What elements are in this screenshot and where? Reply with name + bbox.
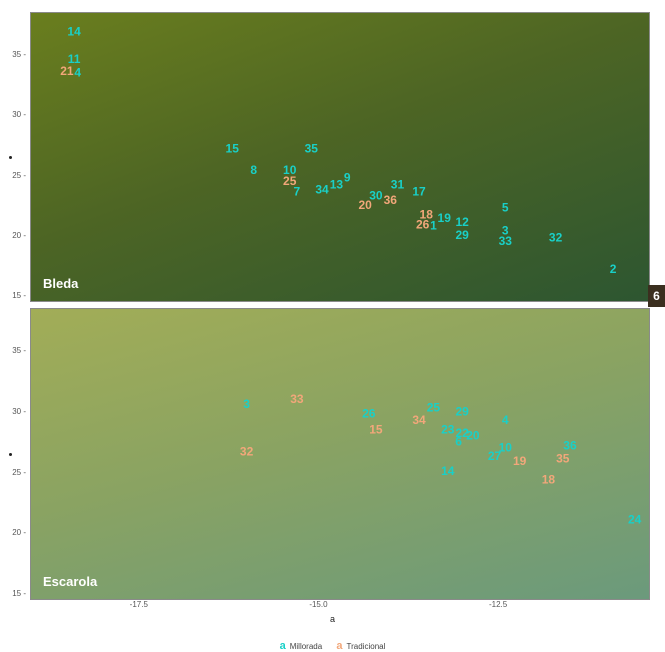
point-label-escarola-33: 33 (290, 392, 304, 406)
point-label-bleda-9: 9 (344, 170, 351, 184)
point-label-bleda-21: 21 (60, 64, 74, 78)
point-label-bleda-4: 4 (74, 65, 81, 79)
x-tick--17.5: -17.5 (129, 600, 148, 609)
x-tick--15.0: -15.0 (309, 600, 328, 609)
point-label-bleda-31: 31 (391, 177, 405, 191)
point-label-bleda-10: 10 (283, 163, 297, 177)
x-tick--12.5: -12.5 (488, 600, 508, 609)
y-tick-escarola-30: 30 - (12, 407, 26, 417)
point-label-escarola-36: 36 (563, 438, 577, 452)
point-label-bleda-5: 5 (502, 200, 509, 214)
point-label-bleda-15: 15 (226, 141, 240, 155)
y-tick-escarola-25: 25 - (12, 467, 26, 477)
point-label-bleda-7: 7 (294, 185, 301, 199)
point-label-escarola-10: 10 (499, 441, 513, 455)
point-label-bleda-8: 8 (250, 163, 257, 177)
point-label-escarola-35: 35 (556, 452, 570, 466)
point-label-escarola-3: 3 (243, 397, 250, 411)
point-label-bleda-26: 26 (416, 217, 430, 231)
point-label-escarola-32: 32 (240, 444, 254, 458)
y-tick-bleda-35: 35 - (12, 50, 26, 60)
point-label-escarola-34: 34 (412, 413, 426, 427)
x-axis-label: a (329, 614, 335, 624)
point-label-escarola-19: 19 (513, 454, 527, 468)
point-label-bleda-18: 18 (420, 208, 434, 222)
point-label-escarola-18: 18 (542, 472, 556, 486)
point-label-bleda-20: 20 (358, 198, 372, 212)
point-label-bleda-12: 12 (455, 215, 469, 229)
point-label-bleda-2: 2 (610, 262, 617, 276)
facet-label-escarola: Escarola (43, 574, 98, 589)
point-label-escarola-24: 24 (628, 512, 642, 526)
point-label-bleda-36: 36 (384, 193, 398, 207)
point-label-bleda-19: 19 (438, 211, 452, 225)
point-label-bleda-35: 35 (305, 141, 319, 155)
point-label-bleda-33: 33 (499, 234, 513, 248)
point-label-escarola-15: 15 (369, 423, 383, 437)
legend-item-millorada: a Millorada (280, 640, 323, 652)
point-label-escarola-4: 4 (502, 413, 509, 427)
point-label-bleda-34: 34 (315, 182, 329, 196)
point-label-escarola-26: 26 (362, 407, 376, 421)
facet-label-bleda: Bleda (43, 276, 79, 291)
point-label-escarola-22: 22 (455, 426, 469, 440)
outside-point-label: 6 (648, 285, 665, 307)
y-axis-label-escarola (9, 453, 12, 456)
y-tick-bleda-20: 20 - (12, 230, 26, 240)
point-label-bleda-3: 3 (502, 223, 509, 237)
point-label-bleda-11: 11 (68, 52, 81, 66)
panel-escarola: 3 33 32 26 15 25 34 29 4 23 22 20 6 10 27 19 36 35 14 18 24 … (30, 308, 650, 600)
point-label-bleda-30: 30 (369, 188, 383, 202)
point-label-bleda-25: 25 (283, 174, 297, 188)
point-label-bleda-14: 14 (67, 24, 81, 38)
y-tick-escarola-20: 20 - (12, 528, 26, 538)
point-label-bleda-1: 1 (430, 218, 437, 232)
legend-label-tradicional: Tradicional (346, 642, 386, 651)
y-tick-bleda-25: 25 - (12, 170, 26, 180)
point-label-escarola-20: 20 (466, 429, 480, 443)
point-label-escarola-27: 27 (488, 449, 502, 463)
legend-item-tradicional: a Tradicional (336, 640, 385, 652)
point-label-bleda-13: 13 (330, 177, 344, 191)
panel-bleda: 14 11 21 4 15 35 8 10 25 9 13 34 7 31 17 30 36 20 5 18 19 12 2… (30, 12, 650, 302)
y-tick-bleda-15: 15 - (12, 291, 26, 301)
y-tick-escarola-35: 35 - (12, 346, 26, 356)
y-tick-escarola-15: 15 - (12, 589, 26, 599)
point-label-escarola-29: 29 (455, 404, 469, 418)
legend-label-millorada: Millorada (289, 642, 323, 651)
point-label-escarola-14: 14 (441, 464, 455, 478)
point-label-bleda-32: 32 (549, 231, 563, 245)
point-label-escarola-23: 23 (441, 423, 455, 437)
y-tick-bleda-30: 30 - (12, 110, 26, 120)
point-label-bleda-17: 17 (412, 185, 426, 199)
y-axis-label-bleda (9, 156, 12, 159)
point-label-escarola-25: 25 (427, 401, 441, 415)
legend-key-millorada: a (279, 640, 286, 652)
point-label-escarola-6: 6 (455, 435, 462, 449)
point-label-bleda-29: 29 (455, 228, 469, 242)
legend-key-tradicional: a (336, 640, 343, 652)
legend: a Millorada a Tradicional (0, 640, 665, 652)
